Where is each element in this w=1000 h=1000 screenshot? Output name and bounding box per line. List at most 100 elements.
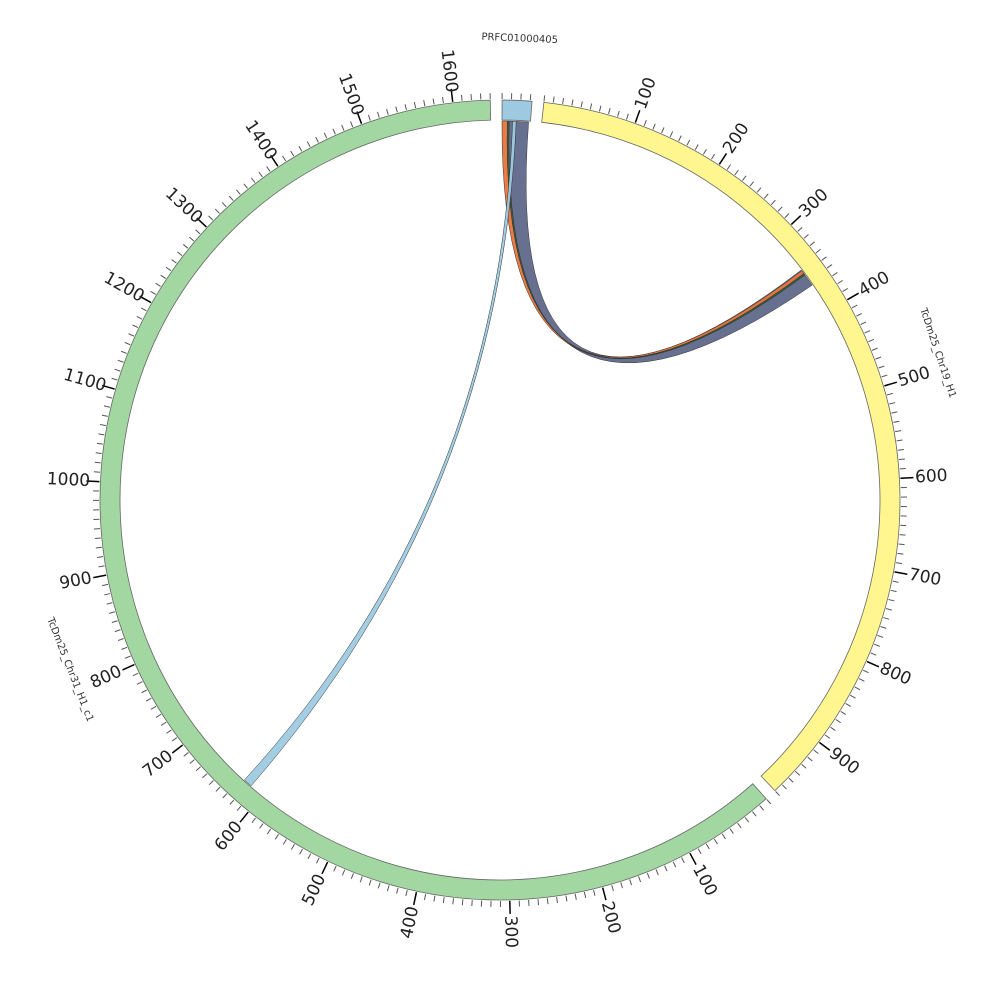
minor-tick (896, 439, 903, 442)
minor-tick (114, 368, 121, 372)
minor-tick (824, 734, 831, 739)
tick-label: 1400 (240, 117, 281, 164)
minor-tick (250, 177, 256, 183)
minor-tick (341, 124, 345, 131)
minor-tick (333, 865, 337, 872)
links (244, 120, 813, 787)
minor-tick (694, 144, 699, 150)
minor-tick (236, 189, 241, 195)
minor-tick (726, 164, 731, 170)
minor-tick (537, 899, 540, 906)
minor-tick (763, 193, 769, 199)
minor-tick (888, 598, 895, 602)
minor-tick (608, 108, 611, 115)
tick-label: 700 (907, 565, 943, 590)
minor-tick (871, 347, 878, 351)
minor-tick (655, 869, 659, 876)
minor-tick (734, 169, 739, 176)
minor-tick (106, 602, 113, 605)
minor-tick (236, 805, 242, 812)
minor-tick (801, 763, 807, 769)
minor-tick (251, 817, 256, 823)
tick-label: 200 (719, 119, 753, 157)
minor-tick (95, 452, 102, 454)
minor-tick (150, 290, 156, 295)
minor-tick (111, 620, 118, 624)
minor-tick (835, 718, 841, 724)
minor-tick (897, 448, 904, 451)
minor-tick (749, 181, 754, 187)
major-tick (171, 744, 184, 754)
minor-tick (892, 580, 899, 583)
minor-tick (813, 749, 819, 754)
minor-tick (893, 420, 900, 423)
minor-tick (341, 869, 346, 876)
tick-label: 400 (397, 905, 423, 941)
minor-tick (165, 266, 172, 272)
major-tick (866, 660, 880, 668)
minor-tick (826, 264, 833, 269)
minor-tick (626, 113, 629, 120)
minor-tick (851, 304, 858, 309)
link-ribbon (508, 120, 813, 364)
minor-tick (243, 183, 248, 189)
minor-tick (775, 791, 781, 797)
minor-tick (742, 175, 747, 181)
minor-tick (94, 461, 101, 464)
minor-tick (377, 882, 381, 889)
minor-tick (702, 148, 707, 155)
tick-label: 500 (896, 363, 933, 391)
minor-tick (883, 617, 890, 620)
minor-tick (643, 120, 647, 127)
minor-tick (897, 552, 904, 555)
minor-tick (781, 784, 787, 790)
minor-tick (875, 356, 882, 360)
minor-tick (880, 626, 887, 629)
chromosomes: PRFC01000405 100 200 300 400 500 600 700 800 900 T… (44, 32, 958, 949)
minor-tick (729, 828, 734, 834)
minor-tick (809, 241, 815, 247)
minor-tick (306, 141, 311, 148)
minor-tick (552, 96, 555, 103)
chromosome-label: PRFC01000405 (481, 32, 558, 46)
minor-tick (860, 321, 867, 326)
minor-tick (686, 139, 691, 146)
minor-tick (697, 848, 702, 855)
minor-tick (290, 844, 295, 850)
major-tick (122, 663, 135, 671)
minor-tick (350, 873, 354, 880)
link-ribbon (506, 120, 806, 359)
minor-tick (850, 694, 856, 699)
minor-tick (404, 104, 407, 111)
minor-tick (611, 884, 614, 892)
major-tick (634, 110, 641, 123)
minor-tick (386, 108, 389, 116)
tick-label: 400 (855, 267, 893, 301)
minor-tick (898, 458, 905, 461)
minor-tick (332, 128, 336, 135)
minor-tick (298, 145, 303, 152)
minor-tick (189, 236, 195, 242)
minor-tick (202, 773, 208, 779)
minor-tick (617, 110, 620, 117)
minor-tick (889, 402, 896, 405)
minor-tick (890, 589, 897, 593)
minor-tick (136, 315, 143, 320)
minor-tick (589, 103, 593, 110)
minor-tick (797, 226, 803, 232)
minor-tick (208, 780, 214, 786)
minor-tick (121, 646, 128, 650)
minor-tick (562, 97, 565, 104)
major-tick (894, 571, 908, 575)
minor-tick (788, 777, 794, 783)
minor-tick (864, 330, 871, 334)
tick-label: 1000 (46, 469, 90, 491)
minor-tick (307, 853, 312, 860)
minor-tick (106, 396, 113, 399)
minor-tick (664, 865, 668, 872)
minor-tick (543, 95, 546, 102)
minor-tick (598, 105, 602, 112)
minor-tick (423, 100, 426, 107)
tick-label: 300 (500, 915, 521, 948)
minor-tick (94, 537, 101, 540)
